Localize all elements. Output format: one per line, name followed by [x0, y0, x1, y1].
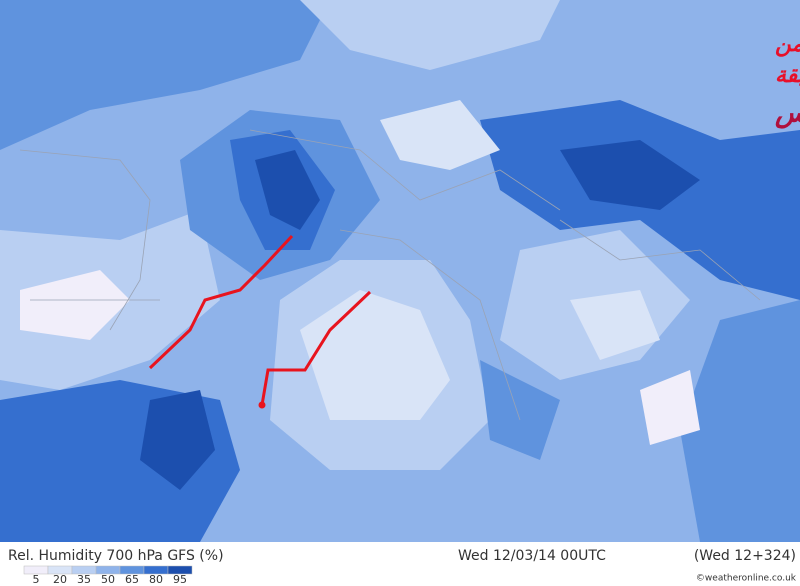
annotation-line: دعم رطوبي ممتاز من: [775, 32, 800, 57]
footer-run: (Wed 12+324): [694, 548, 796, 564]
legend-swatch: [167, 565, 193, 575]
legend-tick-label: 20: [53, 573, 67, 586]
annotation-line: لبوابة الافريقية على طبقة: [775, 63, 800, 88]
legend-tick-label: 35: [77, 573, 91, 586]
legend-tick-label: 50: [101, 573, 115, 586]
annotation-arrows: [148, 234, 372, 409]
borders: [19, 129, 761, 421]
legend-tick-label: 65: [125, 573, 139, 586]
annotation-line: 700م 12مارس: [774, 98, 800, 130]
legend-tick-label: 95: [173, 573, 187, 586]
legend-tick-label: 80: [149, 573, 163, 586]
footer-credit: ©weatheronline.co.uk: [696, 574, 797, 584]
footer: [0, 542, 800, 586]
legend: 5 20 35 50 65 80 95: [23, 565, 193, 586]
footer-title: Rel. Humidity 700 hPa GFS (%): [8, 548, 224, 564]
humidity-field: [0, 0, 800, 542]
legend-tick-label: 5: [33, 573, 40, 586]
footer-date: Wed 12/03/14 00UTC: [458, 548, 606, 564]
